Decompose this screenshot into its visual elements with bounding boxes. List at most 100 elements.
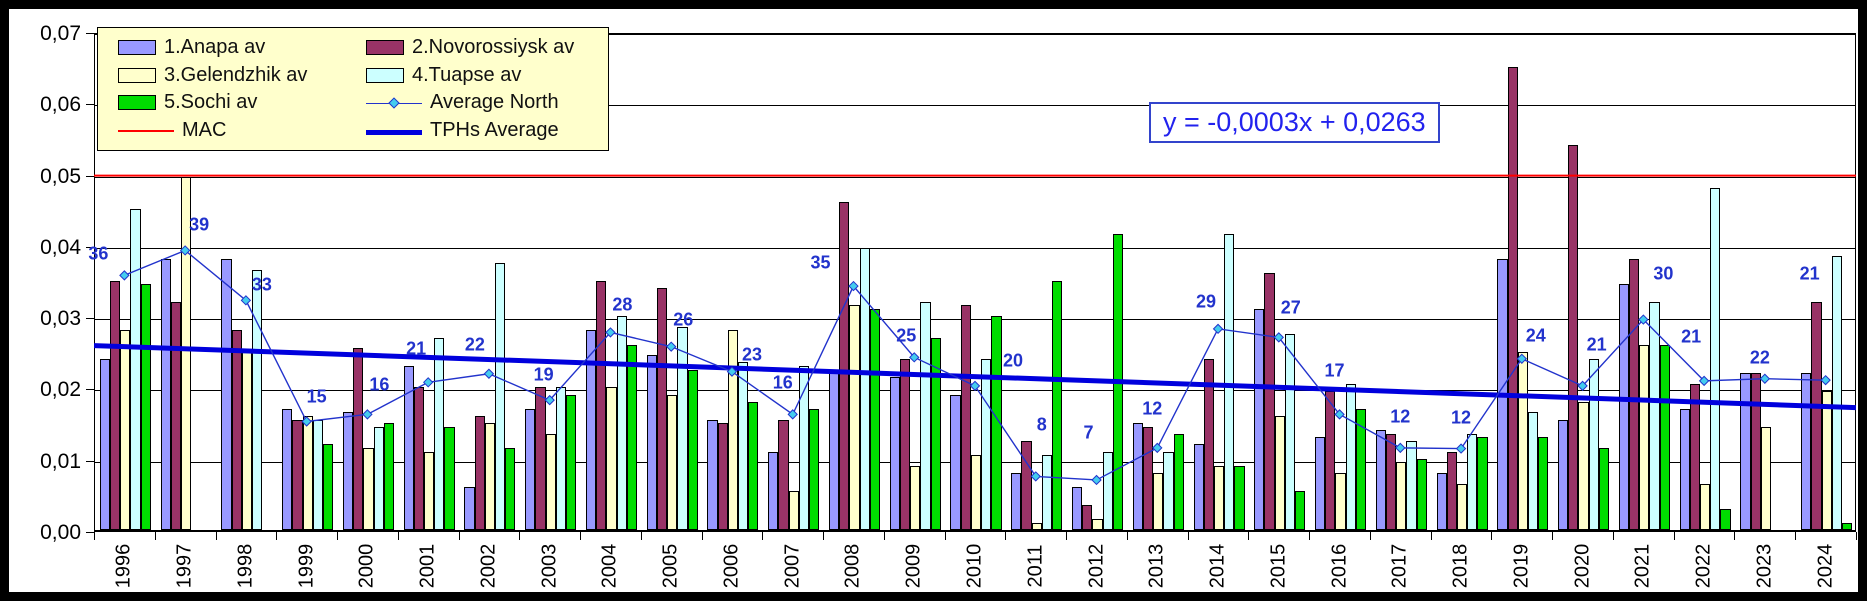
bar-sochi-2013	[1173, 433, 1184, 530]
average-north-marker	[1577, 380, 1588, 392]
x-axis-tick	[944, 532, 946, 540]
x-axis-tick	[1309, 532, 1311, 540]
x-axis-tick	[1005, 532, 1007, 540]
bar-anapa-1998	[221, 259, 232, 530]
bar-sochi-2009	[930, 337, 941, 530]
x-axis-label: 2011	[1024, 544, 1047, 588]
legend-swatch-tuapse	[366, 67, 404, 83]
bar-gelendzhik-2003	[545, 433, 556, 530]
x-axis-tick	[1734, 532, 1736, 540]
x-axis-label: 2021	[1631, 543, 1654, 589]
bar-sochi-2003	[566, 394, 577, 530]
bar-tuapse-2001	[434, 337, 445, 530]
bar-novorossiysk-2017	[1385, 433, 1397, 530]
bar-sochi-2006	[748, 401, 759, 530]
average-north-marker	[1638, 314, 1649, 325]
data-label: 23	[741, 344, 762, 365]
bar-novorossiysk-2023	[1750, 373, 1761, 530]
bar-tuapse-2006	[738, 362, 749, 530]
legend-item: TPHs Average	[366, 119, 614, 142]
legend-item: Average North	[366, 91, 614, 114]
bar-anapa-2002	[464, 487, 475, 530]
average-north-marker	[362, 409, 373, 420]
bar-anapa-2011	[1011, 472, 1022, 530]
bar-anapa-2013	[1132, 423, 1143, 530]
bar-novorossiysk-2008	[839, 202, 850, 530]
x-axis-label: 2004	[598, 543, 621, 589]
y-axis-tick	[86, 33, 94, 34]
bar-sochi-2000	[383, 423, 394, 530]
bar-gelendzhik-2021	[1639, 344, 1650, 530]
bar-gelendzhik-1996	[120, 330, 131, 530]
bar-tuapse-2002	[495, 262, 506, 530]
data-label: 30	[1653, 263, 1674, 284]
y-axis-tick	[86, 460, 94, 462]
legend-item: 5.Sochi av	[118, 91, 366, 114]
bar-tuapse-2008	[859, 248, 870, 530]
legend-label: 4.Tuapse av	[412, 63, 522, 86]
bar-anapa-2004	[585, 330, 597, 530]
bar-tuapse-2021	[1649, 301, 1660, 530]
data-label: 16	[772, 372, 793, 393]
bar-anapa-1999	[282, 408, 293, 530]
y-axis-tick	[86, 389, 94, 391]
x-axis-tick	[1856, 532, 1857, 540]
bar-gelendzhik-2015	[1274, 415, 1285, 530]
bar-novorossiysk-2011	[1021, 440, 1032, 530]
average-north-marker	[1030, 471, 1041, 482]
bar-sochi-2007	[809, 408, 820, 530]
bar-sochi-2018	[1477, 437, 1488, 530]
bar-sochi-1999	[322, 444, 334, 530]
x-axis-label: 2013	[1145, 543, 1168, 589]
bar-anapa-2007	[768, 451, 779, 530]
bar-tuapse-1998	[252, 269, 263, 530]
data-label: 16	[369, 374, 390, 395]
bar-novorossiysk-2012	[1082, 505, 1093, 530]
data-label: 21	[406, 338, 427, 359]
x-axis-label: 2012	[1085, 543, 1108, 589]
average-north-marker	[483, 368, 495, 379]
x-axis-tick	[94, 532, 95, 540]
bar-anapa-2022	[1679, 408, 1690, 530]
average-north-marker	[1152, 442, 1163, 454]
bar-gelendzhik-2012	[1092, 519, 1103, 530]
data-label: 26	[673, 309, 694, 330]
data-label: 20	[1002, 350, 1024, 371]
x-axis-tick	[640, 532, 642, 540]
bar-gelendzhik-2017	[1396, 462, 1407, 530]
bar-tuapse-2012	[1102, 451, 1113, 530]
gridline	[95, 34, 1855, 35]
x-axis-label: 2001	[416, 543, 439, 589]
bar-sochi-2021	[1659, 344, 1670, 530]
data-label: 15	[306, 386, 327, 406]
x-axis-label: 2015	[1267, 543, 1290, 589]
bar-anapa-2015	[1254, 309, 1265, 530]
x-axis-label: 2000	[355, 543, 378, 589]
bar-novorossiysk-1997	[170, 301, 182, 530]
bar-sochi-2014	[1234, 465, 1245, 530]
bar-novorossiysk-2005	[656, 287, 668, 530]
legend-label: Average North	[430, 91, 559, 114]
average-north-line-sample	[366, 95, 422, 110]
gridline	[95, 176, 1855, 178]
x-axis-label: 2006	[720, 543, 743, 589]
bar-gelendzhik-2023	[1760, 426, 1771, 530]
x-axis-label: 2007	[781, 543, 804, 589]
data-label: 12	[1390, 406, 1411, 427]
bar-novorossiysk-1996	[110, 280, 121, 530]
x-axis-tick	[762, 532, 764, 540]
bar-tuapse-2005	[677, 326, 688, 530]
average-north-marker	[1820, 374, 1831, 386]
bar-tuapse-2017	[1406, 440, 1417, 530]
bar-novorossiysk-2009	[899, 358, 911, 530]
bar-tuapse-2004	[616, 316, 627, 530]
bar-novorossiysk-2007	[778, 419, 789, 530]
bar-sochi-2001	[444, 426, 455, 530]
bar-gelendzhik-2020	[1578, 401, 1589, 530]
bar-gelendzhik-2022	[1699, 483, 1711, 530]
chart-lines-layer	[94, 174, 1856, 486]
bar-gelendzhik-2019	[1517, 351, 1528, 530]
x-axis-label: 1997	[173, 543, 196, 589]
legend-item: MAC	[118, 119, 366, 142]
average-north-marker	[544, 394, 555, 406]
